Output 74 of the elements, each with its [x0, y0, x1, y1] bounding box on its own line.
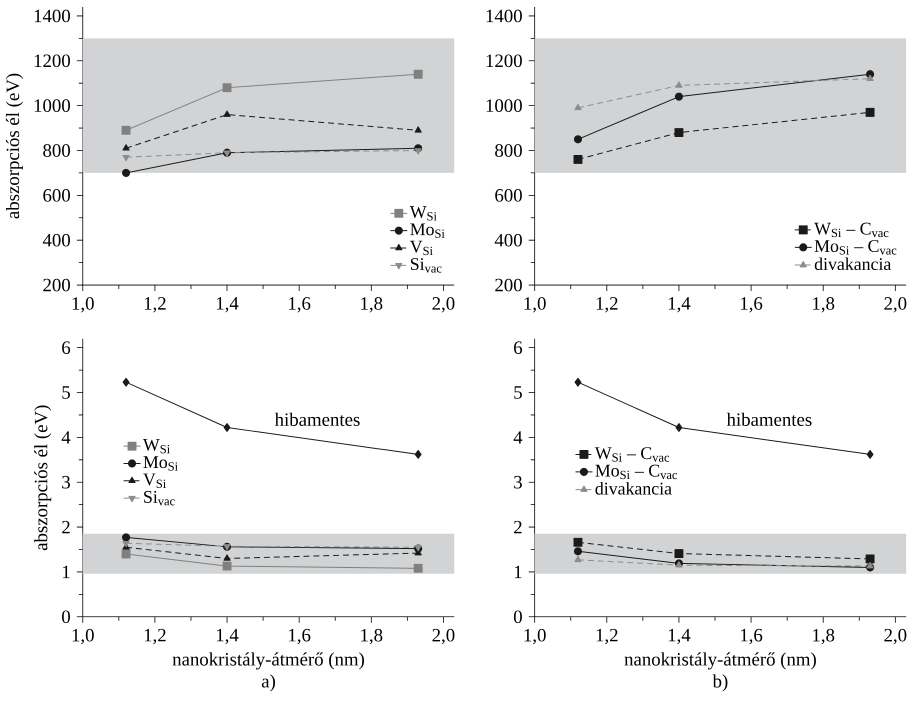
- y-tick-label: 1400: [486, 10, 522, 22]
- y-tick-label: 600: [495, 188, 522, 202]
- legend-label: Si$_{vac}$: [410, 258, 442, 272]
- x-tick-label: 1,4: [216, 297, 238, 312]
- x-tick-label: 1,6: [740, 297, 762, 312]
- x-tick-label: 1,8: [813, 297, 834, 312]
- y-tick-label: 4: [514, 431, 522, 444]
- legend-label: divakancia: [814, 257, 892, 270]
- y-tick-label: 0: [514, 610, 522, 624]
- x-tick-label: 2,0: [884, 297, 906, 312]
- legend-label: Si$_{vac}$: [144, 490, 175, 506]
- x-tick-label: 1,2: [596, 297, 618, 312]
- x-tick-label: 1,0: [72, 628, 94, 644]
- x-tick-label: 1,2: [596, 628, 618, 644]
- y-tick-label: 3: [514, 476, 522, 488]
- y-tick-label: 5: [62, 386, 70, 399]
- x-tick-label: 1,4: [216, 628, 238, 644]
- legend-label: V$_{Si}$: [410, 240, 433, 256]
- y-tick-label: 1: [514, 566, 522, 578]
- annotation: hibamentes: [274, 412, 360, 426]
- x-axis-title: nanokristály-átmérő (nm): [172, 652, 364, 670]
- x-tick-label: 1,6: [289, 628, 310, 644]
- y-tick-label: 1000: [486, 99, 522, 112]
- legend-label: Mo$_{Si}$ – C$_{vac}$: [595, 464, 678, 480]
- y-tick-label: 6: [62, 341, 70, 354]
- legend-label: W$_{Si}$ – C$_{vac}$: [814, 222, 888, 238]
- y-tick-label: 1400: [34, 10, 70, 22]
- legend-label: Mo$_{Si}$ – C$_{vac}$: [814, 240, 896, 254]
- legend-label: Mo$_{Si}$: [410, 223, 445, 238]
- y-tick-label: 1200: [486, 54, 522, 68]
- y-tick-label: 3: [62, 476, 70, 488]
- legend-label: divakancia: [596, 482, 672, 495]
- x-tick-label: 2,0: [432, 297, 454, 312]
- x-tick-label: 1,4: [668, 297, 690, 312]
- y-tick-label: 1: [62, 566, 70, 578]
- text: a): [262, 674, 275, 692]
- y-tick-label: 0: [62, 610, 70, 624]
- y-tick-label: 5: [514, 386, 522, 399]
- y-tick-label: 800: [43, 144, 70, 157]
- x-tick-label: 1,6: [289, 297, 310, 312]
- y-axis-title: abszorpciós él (eV): [34, 405, 52, 550]
- legend-label: W$_{Si}$: [142, 438, 170, 454]
- y-tick-label: 2: [62, 520, 70, 534]
- x-tick-label: 1,0: [524, 628, 546, 644]
- text: b): [712, 674, 728, 692]
- x-tick-label: 1,4: [668, 628, 690, 644]
- x-axis-title: nanokristály-átmérő (nm): [624, 652, 816, 670]
- x-tick-label: 1,8: [361, 628, 382, 644]
- x-tick-label: 1,0: [524, 297, 546, 312]
- x-tick-label: 1,8: [361, 297, 382, 312]
- y-tick-label: 600: [43, 188, 70, 202]
- y-tick-label: 4: [62, 431, 70, 444]
- y-tick-label: 1200: [34, 54, 70, 68]
- y-tick-label: 2: [514, 520, 522, 534]
- x-tick-label: 1,2: [144, 297, 166, 312]
- y-axis-title: abszorpciós él (eV): [6, 74, 24, 218]
- legend-label: Mo$_{Si}$: [143, 456, 178, 471]
- x-tick-label: 1,2: [144, 628, 166, 644]
- y-tick-label: 400: [42, 234, 70, 246]
- y-tick-label: 1000: [34, 99, 70, 112]
- y-tick-label: 6: [514, 341, 522, 354]
- y-tick-label: 800: [495, 144, 522, 157]
- y-tick-label: 200: [43, 278, 70, 292]
- annotation: hibamentes: [726, 412, 812, 426]
- legend-label: W$_{Si}$: [410, 206, 437, 220]
- x-tick-label: 1,8: [813, 628, 834, 644]
- x-tick-label: 1,6: [740, 628, 762, 644]
- legend-label: W$_{Si}$ – C$_{vac}$: [594, 447, 670, 462]
- y-tick-label: 200: [495, 278, 522, 292]
- x-tick-label: 2,0: [884, 628, 906, 644]
- x-tick-label: 1,0: [72, 297, 94, 312]
- y-tick-label: 400: [494, 234, 522, 246]
- legend-label: V$_{Si}$: [143, 473, 166, 488]
- x-tick-label: 2,0: [432, 628, 454, 644]
